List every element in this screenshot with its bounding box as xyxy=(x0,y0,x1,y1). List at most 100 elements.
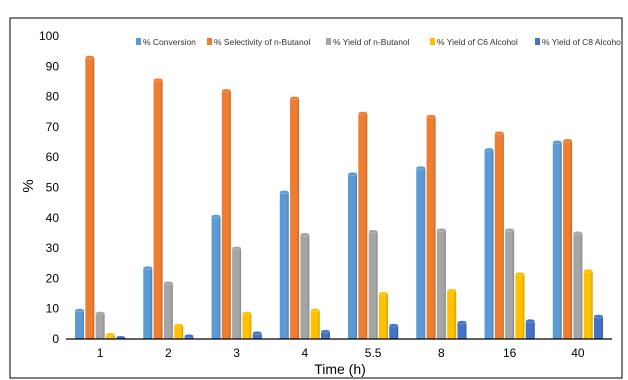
x-tick-label: 16 xyxy=(503,346,517,360)
bar-cap xyxy=(573,231,583,235)
bar xyxy=(289,96,300,340)
bar-cap xyxy=(184,334,194,338)
bar-cap xyxy=(494,131,505,135)
bar-cap xyxy=(562,138,573,143)
bar-cap xyxy=(388,323,399,328)
bar-cap xyxy=(242,311,252,316)
bar-shade xyxy=(389,325,399,339)
bar-cap xyxy=(163,281,174,285)
legend-item: % Conversion xyxy=(136,37,196,47)
bar-shade xyxy=(378,293,388,339)
bar xyxy=(231,246,242,339)
legend-item: % Yield of C8 Alcohol xyxy=(535,37,623,47)
bar-cap xyxy=(221,88,232,93)
bar xyxy=(436,228,447,339)
y-tick-label: 80 xyxy=(46,90,60,104)
bar xyxy=(310,308,320,339)
bar-shade xyxy=(242,313,252,339)
bar-cap xyxy=(378,291,389,296)
x-tick-label: 40 xyxy=(571,346,585,360)
y-tick-label: 60 xyxy=(46,150,60,164)
x-tick-label: 2 xyxy=(165,346,172,360)
bar-shade xyxy=(300,234,310,339)
y-tick-label: 70 xyxy=(46,120,60,134)
bar-shade xyxy=(426,116,436,339)
y-axis: 0 10 20 30 40 50 60 70 80 90 100 xyxy=(39,29,59,346)
legend-item: % Yield of C6 Alcohol xyxy=(430,37,518,47)
bar-cap xyxy=(289,96,300,101)
bar xyxy=(388,323,399,339)
bar-cap xyxy=(85,55,95,60)
legend-item: % Selectivity of n-Butanol xyxy=(207,37,310,47)
bar xyxy=(552,140,563,339)
bar-cap xyxy=(211,214,221,219)
bar-shade xyxy=(290,98,300,340)
bar-shade xyxy=(484,149,494,339)
bar-cap xyxy=(457,320,467,325)
y-tick-label: 90 xyxy=(46,59,60,73)
bar-shade xyxy=(310,310,320,339)
bar xyxy=(252,331,263,339)
bar xyxy=(368,229,378,339)
bar-shade xyxy=(573,232,583,339)
bar-shade xyxy=(348,173,358,339)
x-axis-label: Time (h) xyxy=(314,361,366,377)
bar-shade xyxy=(320,331,330,339)
bar-cap xyxy=(525,318,536,323)
bar xyxy=(163,281,174,339)
bar-cap xyxy=(446,288,457,293)
bar xyxy=(573,231,583,339)
bar xyxy=(173,323,184,339)
bar-cap xyxy=(484,147,494,152)
legend-item: % Yield of n-Butanol xyxy=(326,37,410,47)
bar-shade xyxy=(221,90,231,339)
bar-shade xyxy=(85,57,95,340)
bar-shade xyxy=(593,316,603,339)
bar-cap xyxy=(231,246,242,251)
bar-shade xyxy=(143,267,153,339)
legend-label: % Yield of C6 Alcohol xyxy=(437,37,518,47)
bar-shade xyxy=(163,282,173,339)
y-tick-label: 30 xyxy=(46,241,60,255)
bar xyxy=(484,147,494,339)
bar-cap xyxy=(153,78,163,82)
bar-cap xyxy=(320,329,331,334)
x-tick-label: 3 xyxy=(233,346,240,360)
bar-shade xyxy=(252,332,262,339)
bar-cap xyxy=(347,171,358,176)
bar xyxy=(446,288,457,339)
bar-shade xyxy=(75,310,85,339)
bar-shade xyxy=(174,325,184,339)
bar-cap xyxy=(552,140,563,144)
x-tick-label: 4 xyxy=(302,346,309,360)
y-tick-label: 10 xyxy=(46,302,60,316)
bar xyxy=(494,131,505,339)
bar-shade xyxy=(515,273,525,339)
bars-group xyxy=(74,55,604,340)
bar xyxy=(242,311,252,339)
x-tick-label: 1 xyxy=(97,346,104,360)
bar xyxy=(347,171,358,339)
bar-cap xyxy=(436,228,447,232)
bar xyxy=(153,78,163,339)
legend-swatch xyxy=(207,38,212,45)
bar xyxy=(515,271,525,339)
bar-cap xyxy=(74,308,85,313)
bar xyxy=(105,332,116,339)
bar-shade xyxy=(153,79,163,339)
bar xyxy=(504,228,515,339)
bar-shade xyxy=(494,132,504,339)
bar-cap xyxy=(252,331,263,335)
bar-cap xyxy=(358,111,368,116)
bar-cap xyxy=(583,268,593,273)
bar xyxy=(211,214,221,339)
bar-cap xyxy=(279,190,290,194)
bar xyxy=(74,308,85,339)
y-tick-label: 40 xyxy=(46,211,60,225)
bar xyxy=(593,314,604,339)
bar-cap xyxy=(593,314,604,319)
bar xyxy=(583,268,593,339)
bar-cap xyxy=(504,228,515,232)
bar xyxy=(525,318,536,339)
legend-label: % Yield of C8 Alcohol xyxy=(542,37,623,47)
